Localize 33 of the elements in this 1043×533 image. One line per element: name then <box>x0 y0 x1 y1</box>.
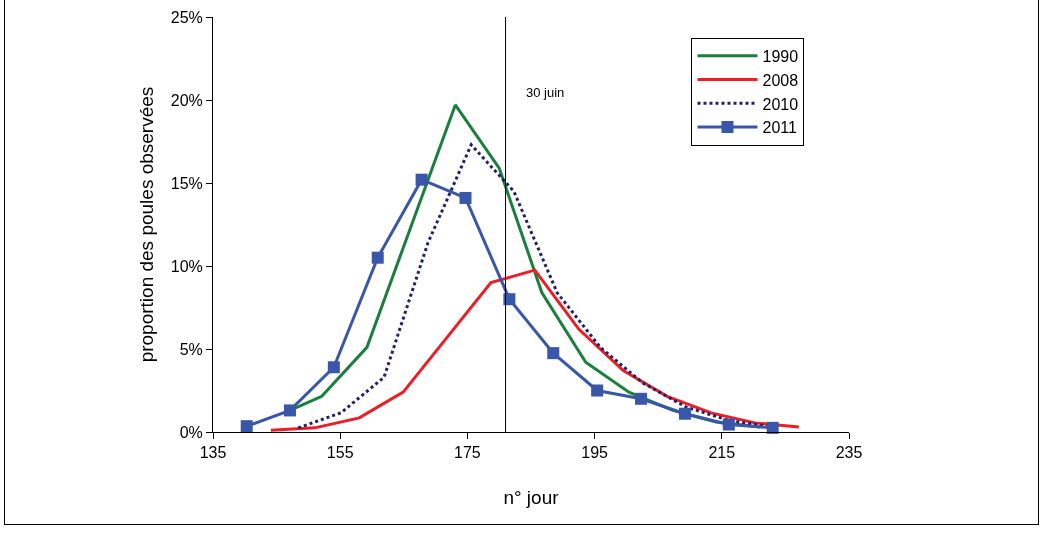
point <box>371 251 384 264</box>
y-tick-label: 10% <box>170 257 203 275</box>
point <box>678 407 691 420</box>
x-tick-label: 195 <box>581 444 609 462</box>
y-axis-title: proportion des poules observées <box>135 86 157 363</box>
point <box>591 384 604 397</box>
point <box>283 404 296 417</box>
point <box>240 420 253 433</box>
point <box>722 418 735 431</box>
x-tick-label: 175 <box>454 444 481 462</box>
point <box>547 347 560 360</box>
y-tick-label: 25% <box>170 8 203 26</box>
point <box>459 191 472 204</box>
legend-label: 2008 <box>762 71 799 89</box>
line-series <box>269 268 801 432</box>
y-tick-label: 5% <box>179 340 203 358</box>
legend-label: 2011 <box>762 119 797 137</box>
point <box>766 421 779 434</box>
legend-label: 2010 <box>762 95 799 113</box>
x-axis-title: n° jour <box>503 487 560 508</box>
x-tick-label: 135 <box>199 444 227 462</box>
x-tick-label: 215 <box>708 444 736 462</box>
x-tick-label: 155 <box>326 444 354 462</box>
y-tick-label: 0% <box>179 423 203 441</box>
point <box>635 392 648 405</box>
y-tick-label: 20% <box>170 91 203 109</box>
point <box>503 293 516 306</box>
point <box>327 361 340 374</box>
legend-label: 1990 <box>762 47 799 65</box>
point <box>415 173 428 186</box>
x-tick-label: 235 <box>835 444 863 462</box>
ref-line-label: 30 juin <box>526 85 565 100</box>
y-tick-label: 15% <box>170 174 203 192</box>
